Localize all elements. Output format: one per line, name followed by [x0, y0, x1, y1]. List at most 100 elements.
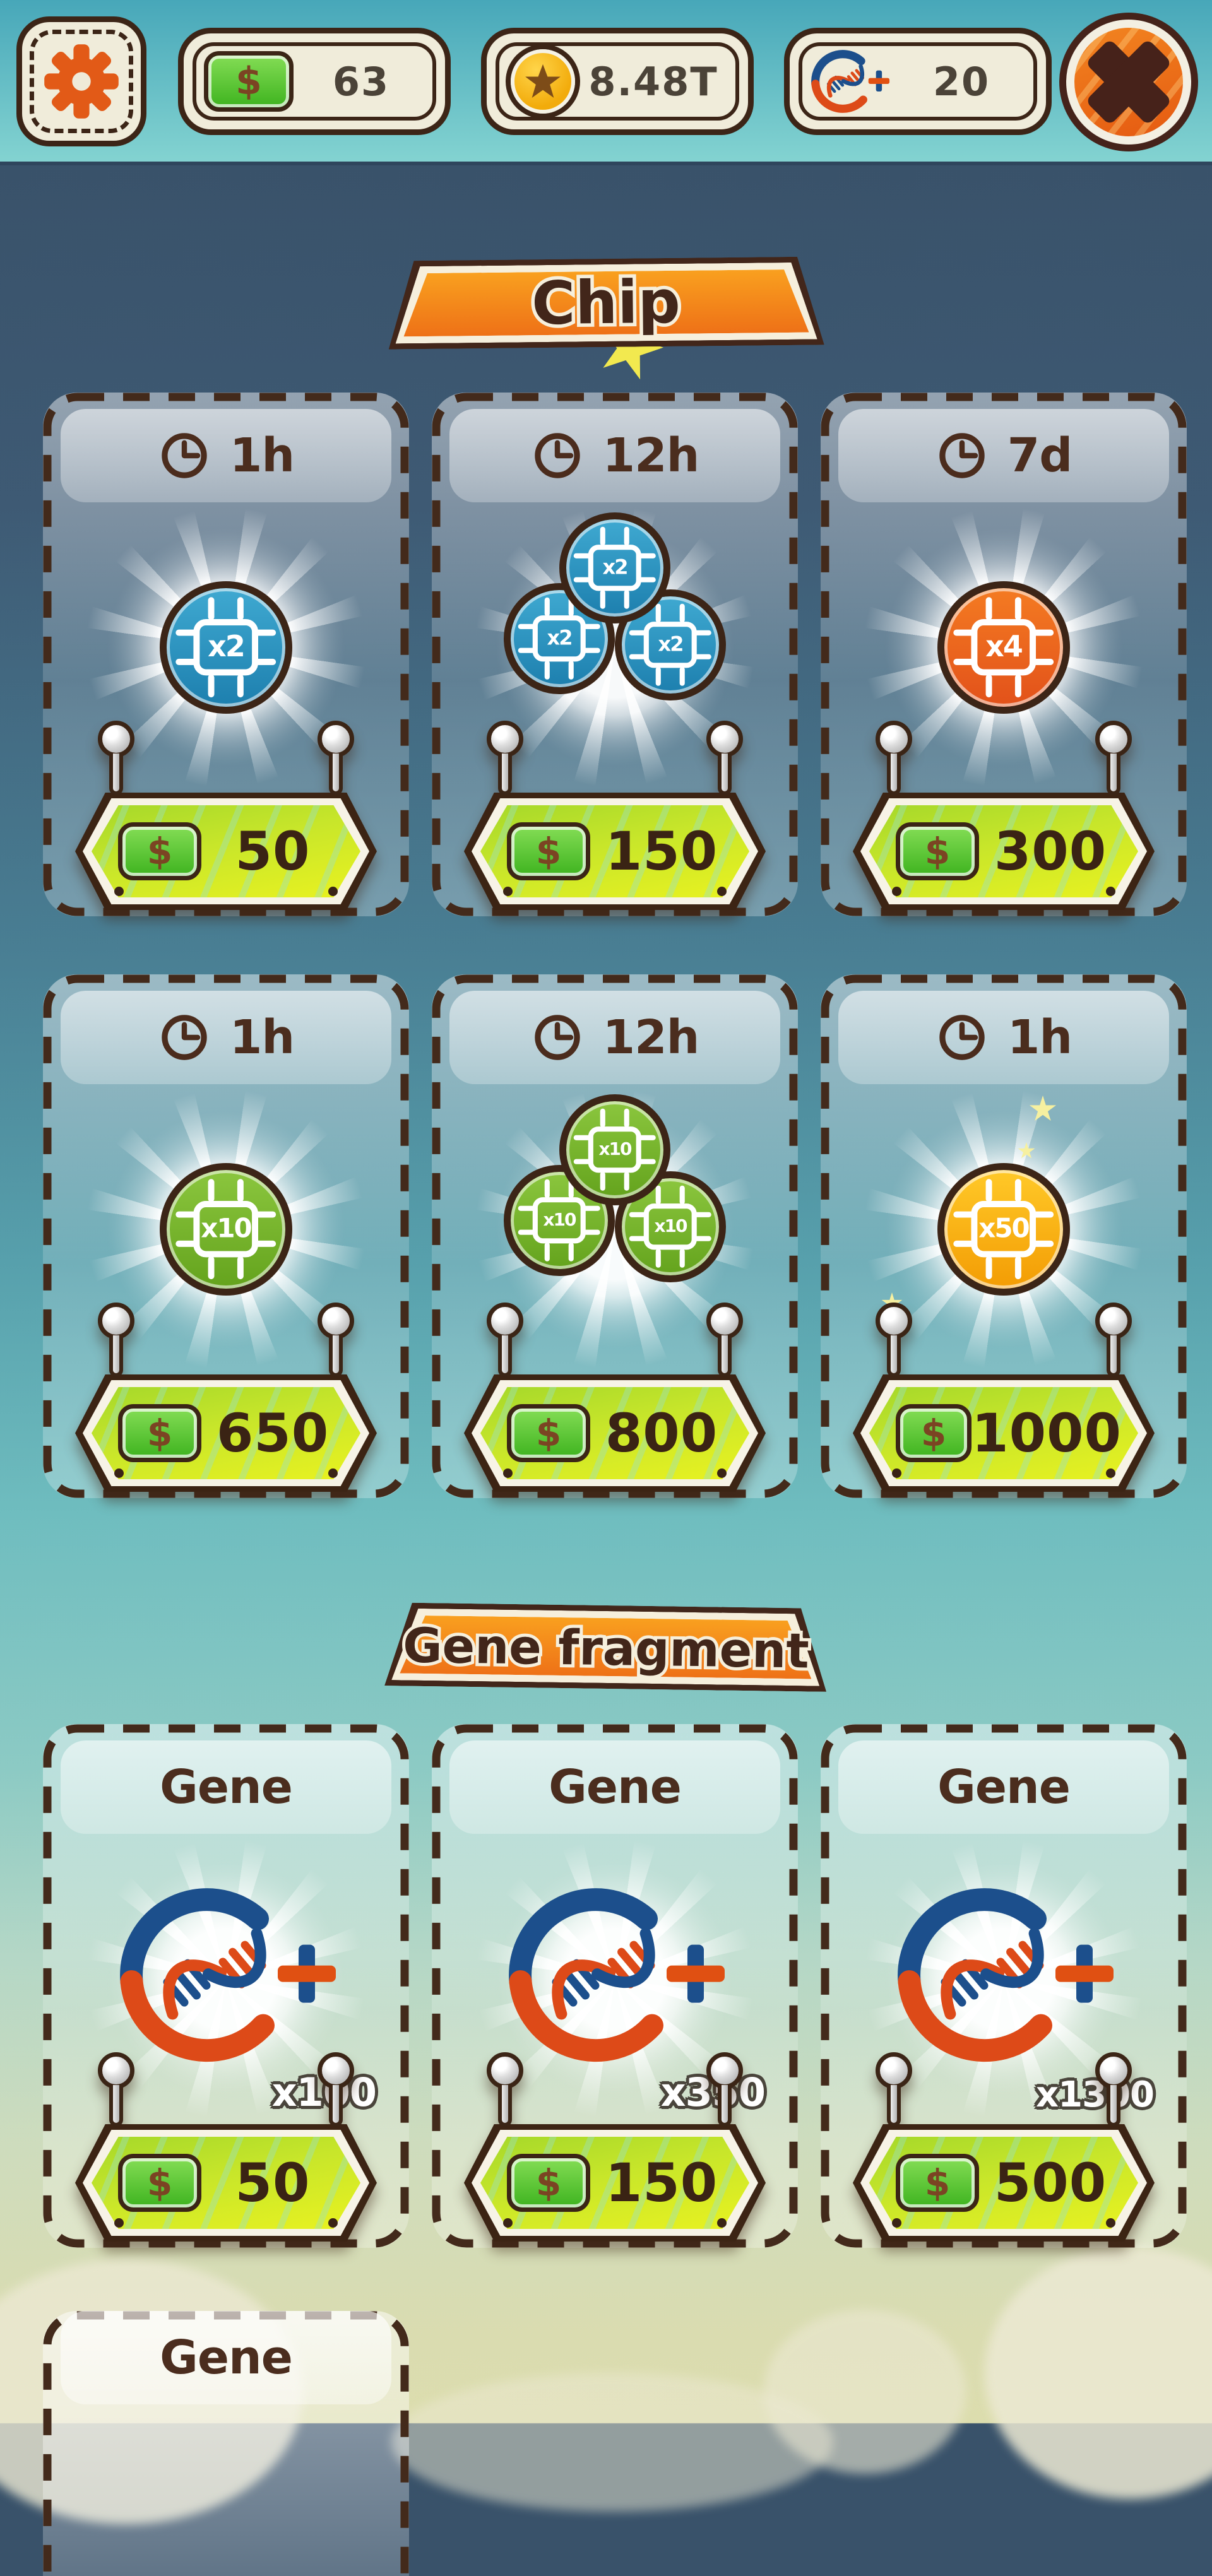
chip-icon: x10 — [160, 1163, 292, 1296]
buy-button[interactable]: $ 50 — [75, 721, 377, 910]
gene-label: Gene — [937, 1760, 1071, 1814]
money-counter: $ 63 — [178, 28, 451, 135]
shop-card-chip-2[interactable]: 12h x2 x2 x2 $ 150 — [432, 393, 798, 916]
duration-label: 1h — [1007, 1010, 1072, 1065]
card-title: Gene — [838, 1740, 1169, 1834]
cloud-decoration — [391, 2373, 833, 2512]
shop-card-gene-3[interactable]: Gene x1300 $ — [821, 1724, 1187, 2248]
shop-card-gene-4-partial[interactable]: Gene — [43, 2311, 409, 2576]
shop-card-chip-1[interactable]: 1h x2 $ 50 — [43, 393, 409, 916]
shop-card-gene-2[interactable]: Gene x350 $ — [432, 1724, 798, 2248]
buy-button[interactable]: $ 300 — [853, 721, 1155, 910]
close-button[interactable] — [1059, 13, 1198, 151]
card-duration: 12h — [449, 991, 780, 1084]
settings-button[interactable] — [16, 16, 146, 146]
top-bar: $ 63 8.48T 20 — [0, 0, 1212, 162]
price-label: 800 — [605, 1402, 718, 1464]
chip-icon: x2 — [160, 581, 292, 714]
duration-label: 1h — [229, 1010, 295, 1065]
dollar-symbol: $ — [920, 1412, 947, 1455]
chip-icon: x50 — [937, 1163, 1070, 1296]
dollar-icon: $ — [507, 822, 590, 880]
gene-counter: 20 — [784, 28, 1052, 135]
dna-plus-icon — [509, 1888, 725, 2062]
dollar-symbol: $ — [924, 830, 951, 873]
money-value: 63 — [332, 58, 390, 105]
cloud-decoration — [985, 2247, 1212, 2499]
dollar-icon: $ — [507, 1404, 590, 1462]
gene-label: Gene — [549, 1760, 682, 1814]
dna-plus-icon — [811, 50, 890, 113]
shop-card-chip-3[interactable]: 7d x4 $ 300 — [821, 393, 1187, 916]
multiplier-label: x10 — [201, 1212, 252, 1244]
card-duration: 12h — [449, 409, 780, 502]
shop-card-chip-6[interactable]: 1h x50 $ 1000 — [821, 974, 1187, 1498]
dollar-icon: $ — [118, 1404, 201, 1462]
nail-icon — [1095, 721, 1132, 804]
x-icon — [1088, 41, 1170, 123]
dna-plus-icon — [120, 1888, 336, 2062]
card-art: x2 — [43, 502, 409, 793]
dollar-symbol: $ — [924, 2161, 951, 2204]
gene-label: Gene — [160, 1760, 293, 1814]
buy-button[interactable]: $ 50 — [75, 2052, 377, 2242]
card-duration: 1h — [61, 409, 391, 502]
dna-plus-icon — [898, 1888, 1114, 2062]
duration-label: 12h — [602, 1010, 700, 1065]
buy-button[interactable]: $ 1000 — [853, 1303, 1155, 1492]
nail-icon — [1095, 2052, 1132, 2136]
dollar-icon: $ — [507, 2154, 590, 2212]
buy-button[interactable]: $ 150 — [464, 2052, 766, 2242]
dollar-symbol: $ — [535, 1412, 562, 1455]
multiplier-label: x50 — [978, 1212, 1030, 1244]
buy-button[interactable]: $ 500 — [853, 2052, 1155, 2242]
chip-icon: x2 — [559, 512, 670, 623]
nail-icon — [487, 721, 523, 804]
buy-button[interactable]: $ 800 — [464, 1303, 766, 1492]
shop-card-chip-5[interactable]: 12h x10 x10 x10 $ 800 — [432, 974, 798, 1498]
dollar-symbol: $ — [535, 2161, 562, 2204]
gene-value: 20 — [932, 58, 990, 105]
shop-card-gene-1[interactable]: Gene x100 $ — [43, 1724, 409, 2248]
gene-section-banner: Gene fragment — [384, 1602, 828, 1692]
multiplier-label: x10 — [654, 1215, 687, 1237]
chip-icon: x4 — [937, 581, 1070, 714]
card-duration: 7d — [838, 409, 1169, 502]
star-value: 8.48T — [588, 58, 718, 105]
clock-icon — [534, 433, 580, 478]
card-title: Gene — [61, 2311, 391, 2404]
nail-icon — [876, 1303, 912, 1386]
dollar-symbol: $ — [235, 59, 262, 103]
nail-icon — [318, 721, 354, 804]
price-label: 500 — [994, 2152, 1107, 2214]
shop-card-chip-4[interactable]: 1h x10 $ 650 — [43, 974, 409, 1498]
card-duration: 1h — [838, 991, 1169, 1084]
multiplier-label: x1300 — [1036, 2074, 1155, 2115]
buy-button[interactable]: $ 650 — [75, 1303, 377, 1492]
nail-icon — [487, 1303, 523, 1386]
nail-icon — [487, 2052, 523, 2136]
dollar-icon: $ — [204, 51, 294, 112]
nail-icon — [318, 1303, 354, 1386]
dollar-icon: $ — [896, 1404, 972, 1462]
dollar-symbol: $ — [146, 830, 173, 873]
price-label: 300 — [994, 820, 1107, 882]
dollar-icon: $ — [896, 822, 979, 880]
gene-section-title: Gene fragment — [403, 1617, 810, 1679]
chip-section-title: Chip — [532, 268, 681, 338]
dollar-icon: $ — [118, 822, 201, 880]
multiplier-label: x2 — [658, 632, 684, 656]
duration-label: 7d — [1007, 428, 1072, 483]
buy-button[interactable]: $ 150 — [464, 721, 766, 910]
price-label: 150 — [605, 820, 718, 882]
price-label: 50 — [235, 820, 311, 882]
nail-icon — [98, 1303, 134, 1386]
dollar-icon: $ — [896, 2154, 979, 2212]
price-label: 150 — [605, 2152, 718, 2214]
dollar-symbol: $ — [146, 2161, 173, 2204]
multiplier-label: x2 — [602, 555, 629, 579]
star-icon — [511, 49, 575, 114]
multiplier-label: x10 — [543, 1209, 576, 1231]
multiplier-label: x10 — [598, 1138, 632, 1160]
nail-icon — [1095, 1303, 1132, 1386]
